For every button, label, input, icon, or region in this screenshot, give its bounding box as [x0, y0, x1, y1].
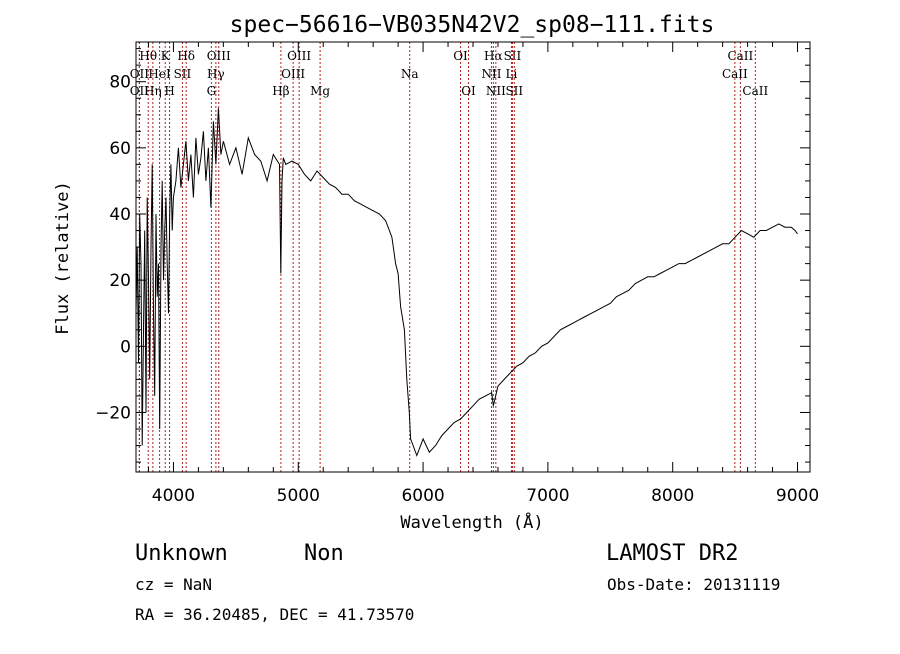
x-axis: 4000 5000 6000 7000 8000 9000: [147, 42, 819, 506]
line-label: CaII: [727, 49, 753, 63]
y-tick-label: 0: [120, 337, 131, 357]
redshift-text: cz = NaN: [135, 575, 212, 594]
line-label: Mg: [310, 84, 330, 98]
line-label: CaII: [742, 84, 768, 98]
line-label: Hδ: [177, 49, 195, 63]
y-tick-label: 20: [109, 271, 131, 291]
x-tick-label: 8000: [651, 486, 694, 506]
object-subclass: Non: [304, 541, 344, 566]
y-tick-label: 80: [109, 73, 131, 93]
line-label: H: [164, 84, 174, 98]
plot-frame: [135, 41, 811, 473]
line-label: Hη: [144, 84, 162, 98]
x-axis-title: Wavelength (Å): [400, 511, 543, 533]
line-label: G: [207, 84, 217, 98]
line-label: OIII: [281, 67, 305, 81]
line-label: OI: [453, 49, 468, 63]
x-tick-label: 9000: [776, 486, 819, 506]
line-label: Hα: [484, 49, 503, 63]
obs-date-text: Obs-Date: 20131119: [607, 575, 780, 594]
x-tick-label: 7000: [526, 486, 569, 506]
line-label: Li: [506, 67, 518, 81]
line-label: CaII: [722, 67, 748, 81]
survey-name: LAMOST DR2: [606, 541, 738, 566]
coordinates-text: RA = 36.20485, DEC = 41.73570: [135, 605, 414, 624]
line-label: Hγ: [207, 67, 225, 81]
line-label: HeI: [148, 67, 171, 81]
line-label: OI: [461, 84, 476, 98]
line-label: SII: [504, 49, 522, 63]
spectrum-line: [135, 108, 798, 457]
chart-title: spec−56616−VB035N42V2_sp08−111.fits: [230, 12, 715, 38]
line-label: NII: [486, 84, 506, 98]
y-axis: −20 0 20 40 60 80: [95, 48, 810, 463]
x-tick-label: 5000: [277, 486, 320, 506]
y-tick-label: 60: [109, 139, 131, 159]
x-tick-label: 6000: [401, 486, 444, 506]
object-class: Unknown: [135, 541, 228, 566]
line-label: Hθ: [139, 49, 157, 63]
line-label: OIII: [287, 49, 311, 63]
y-tick-label: 40: [109, 205, 131, 225]
line-label: Hβ: [272, 84, 289, 98]
y-tick-label: −20: [95, 403, 131, 423]
y-axis-title: Flux (relative): [53, 181, 73, 335]
x-tick-label: 4000: [152, 486, 195, 506]
line-label: NII: [481, 67, 501, 81]
line-label: Na: [401, 67, 419, 81]
line-label: OIII: [207, 49, 231, 63]
line-label: SII: [505, 84, 523, 98]
line-label: OII: [130, 84, 150, 98]
line-label: SII: [174, 67, 192, 81]
line-label: K: [161, 49, 171, 63]
